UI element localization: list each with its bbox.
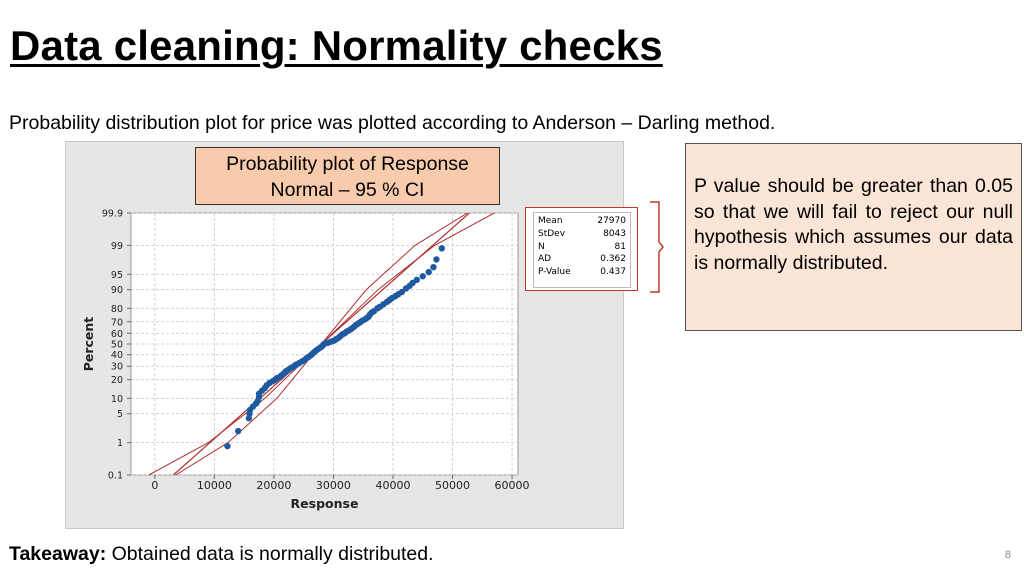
- data-point: [433, 256, 440, 263]
- stat-label: Mean: [538, 216, 563, 226]
- data-point: [425, 268, 432, 276]
- stat-row: N 81: [534, 241, 630, 254]
- stats-highlight-box: Mean 27970 StDev 8043 N 81 AD 0.362 P-Value 0.437: [525, 207, 638, 291]
- bracket-connector: [650, 201, 664, 293]
- plot-caption-box: Probability plot of Response Normal – 95…: [195, 147, 500, 205]
- probability-plot-panel: 0 10000 20000 30000 40000 50000 60000 0.1 1 5 10 20…: [65, 141, 624, 529]
- slide-title: Data cleaning: Normality checks: [10, 22, 663, 69]
- y-tick-label: 0.1: [108, 471, 123, 482]
- caption-line-1: Probability plot of Response: [226, 153, 469, 175]
- stat-label: P-Value: [538, 267, 571, 278]
- stat-value: 81: [614, 241, 626, 252]
- stat-value: 8043: [603, 228, 626, 239]
- y-tick-label: 10: [111, 394, 123, 405]
- data-point: [398, 288, 406, 296]
- y-tick-label: 50: [111, 340, 123, 351]
- x-axis-title: Response: [291, 496, 359, 511]
- page-number: 8: [1004, 549, 1011, 561]
- p-value-note-text: P value should be greater than 0.05 so t…: [694, 175, 1013, 274]
- y-tick-label: 99: [111, 241, 123, 252]
- y-tick-label: 90: [111, 285, 123, 296]
- y-tick-label: 95: [111, 270, 123, 281]
- p-value-note-box: P value should be greater than 0.05 so t…: [685, 143, 1022, 331]
- y-tick-label: 80: [111, 304, 123, 315]
- stat-label: AD: [538, 254, 552, 265]
- data-point: [224, 442, 231, 450]
- stat-row: AD 0.362: [534, 253, 630, 266]
- y-tick-label: 70: [111, 317, 123, 328]
- y-tick-label: 20: [111, 375, 123, 386]
- takeaway-label: Takeaway:: [9, 543, 107, 565]
- x-tick-label: 40000: [375, 479, 410, 492]
- takeaway: Takeaway: Obtained data is normally dist…: [9, 543, 434, 566]
- y-tick-label: 99.9: [102, 209, 123, 220]
- caption-line-2: Normal – 95 % CI: [270, 179, 425, 201]
- stat-value: 27970: [597, 216, 626, 226]
- probability-plot-chart: 0 10000 20000 30000 40000 50000 60000 0.1 1 5 10 20…: [81, 209, 530, 512]
- x-tick-label: 60000: [495, 479, 530, 492]
- x-tick-label: 0: [151, 479, 158, 492]
- data-point: [438, 245, 445, 252]
- y-tick-label: 60: [111, 329, 123, 340]
- y-tick-label: 30: [111, 362, 123, 373]
- y-tick-label: 1: [117, 438, 123, 449]
- stats-legend: Mean 27970 StDev 8043 N 81 AD 0.362 P-Value 0.437: [533, 212, 631, 288]
- y-axis-title: Percent: [81, 317, 96, 372]
- stat-value: 0.437: [600, 267, 626, 278]
- data-point: [234, 427, 242, 435]
- stat-row: Mean 27970: [534, 215, 630, 228]
- stat-value: 0.362: [600, 254, 626, 265]
- data-point: [413, 276, 420, 284]
- takeaway-text: Obtained data is normally distributed.: [106, 543, 434, 565]
- stat-label: N: [538, 241, 545, 252]
- stat-label: StDev: [538, 228, 566, 239]
- x-tick-label: 10000: [197, 479, 232, 492]
- y-tick-label: 40: [111, 350, 123, 361]
- stat-row: StDev 8043: [534, 228, 630, 241]
- data-point: [419, 273, 426, 280]
- stat-row: P-Value 0.437: [534, 266, 630, 279]
- slide-subtitle: Probability distribution plot for price …: [9, 112, 776, 134]
- y-tick-label: 5: [117, 409, 123, 420]
- x-tick-label: 30000: [316, 479, 351, 492]
- x-tick-label: 20000: [256, 479, 291, 492]
- x-tick-label: 50000: [435, 479, 470, 492]
- data-point: [430, 263, 437, 271]
